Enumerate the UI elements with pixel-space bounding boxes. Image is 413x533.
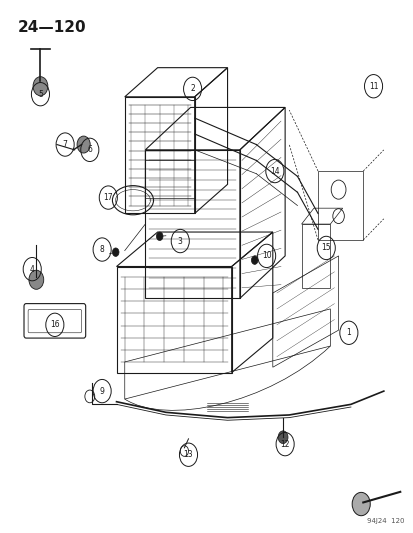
Circle shape — [33, 77, 48, 96]
Text: 7: 7 — [62, 140, 67, 149]
Text: 94J24  120: 94J24 120 — [366, 518, 404, 523]
Text: 5: 5 — [38, 90, 43, 99]
Text: 14: 14 — [269, 166, 279, 175]
Circle shape — [251, 256, 257, 264]
Text: 11: 11 — [368, 82, 377, 91]
Text: 15: 15 — [320, 244, 330, 253]
Text: 4: 4 — [30, 265, 35, 273]
Text: 6: 6 — [87, 146, 92, 155]
Text: 24—120: 24—120 — [18, 20, 86, 35]
Text: 17: 17 — [103, 193, 113, 202]
Text: 16: 16 — [50, 320, 59, 329]
Circle shape — [156, 232, 163, 240]
Text: 1: 1 — [346, 328, 350, 337]
Text: 13: 13 — [183, 450, 193, 459]
Text: 9: 9 — [100, 386, 104, 395]
Text: 10: 10 — [261, 252, 271, 261]
Circle shape — [278, 431, 287, 443]
Text: 3: 3 — [178, 237, 182, 246]
Text: 8: 8 — [100, 245, 104, 254]
Text: 2: 2 — [190, 84, 195, 93]
Circle shape — [112, 248, 119, 256]
Circle shape — [77, 136, 90, 153]
Circle shape — [351, 492, 369, 516]
Text: 12: 12 — [280, 440, 289, 449]
Circle shape — [29, 270, 44, 289]
